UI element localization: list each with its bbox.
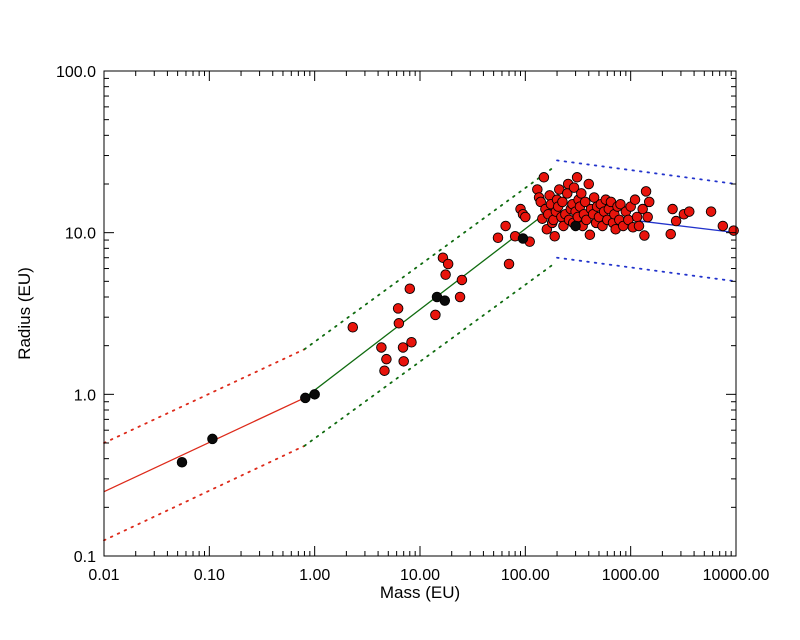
red-point bbox=[398, 356, 409, 367]
red-point bbox=[667, 203, 678, 215]
red-point bbox=[568, 182, 580, 193]
red-point bbox=[549, 231, 560, 242]
red-point bbox=[670, 215, 682, 227]
red-point bbox=[376, 342, 387, 353]
axes bbox=[103, 70, 737, 557]
x-tick-label: 10000.00 bbox=[703, 567, 770, 584]
x-tick-label: 10.00 bbox=[400, 567, 440, 584]
red-point bbox=[684, 206, 695, 217]
red-point bbox=[576, 188, 587, 199]
bound-line-green bbox=[303, 167, 554, 351]
red-point bbox=[584, 229, 596, 241]
red-point bbox=[665, 228, 676, 240]
red-point bbox=[404, 283, 416, 294]
red-point bbox=[615, 198, 626, 210]
bound-line-blue bbox=[556, 256, 737, 283]
bound-lines bbox=[103, 159, 737, 542]
red-point bbox=[642, 211, 653, 223]
black-point bbox=[517, 233, 529, 244]
fit-lines bbox=[103, 208, 737, 493]
red-point bbox=[393, 318, 405, 329]
red-point bbox=[347, 321, 359, 333]
bound-line-green bbox=[303, 264, 554, 447]
y-tick-label: 10.0 bbox=[65, 226, 96, 243]
red-point bbox=[492, 232, 504, 244]
red-point bbox=[639, 230, 650, 241]
bound-line-red bbox=[103, 348, 306, 444]
red-point bbox=[581, 214, 592, 226]
black-point bbox=[176, 457, 188, 468]
red-point bbox=[637, 203, 648, 215]
y-tick-label: 0.1 bbox=[74, 549, 96, 566]
black-point bbox=[570, 220, 581, 232]
x-tick-label: 1.00 bbox=[299, 567, 330, 584]
red-point bbox=[520, 211, 531, 223]
red-point bbox=[440, 269, 451, 280]
red-point bbox=[629, 194, 641, 205]
x-tick-label: 0.01 bbox=[88, 567, 119, 584]
black-point bbox=[439, 295, 451, 306]
fit-line-red bbox=[103, 397, 305, 493]
red-point bbox=[579, 196, 591, 208]
red-point bbox=[381, 353, 392, 365]
red-point bbox=[571, 172, 583, 183]
x-axis-label: Mass (EU) bbox=[380, 583, 460, 602]
x-tick-label: 0.10 bbox=[194, 567, 225, 584]
y-axis-label: Radius (EU) bbox=[15, 267, 34, 360]
ticks: 0.01 0.10 1.00 10.00 100.00 1000.00 10000.00 0.… bbox=[56, 64, 770, 584]
red-point bbox=[538, 172, 550, 183]
red-point bbox=[456, 274, 468, 286]
red-point bbox=[557, 196, 568, 208]
bound-line-blue bbox=[556, 159, 737, 185]
red-point bbox=[728, 225, 739, 236]
x-tick-label: 100.00 bbox=[501, 567, 550, 584]
red-point bbox=[643, 196, 655, 208]
red-point bbox=[454, 291, 466, 303]
red-point bbox=[503, 258, 515, 270]
red-point bbox=[583, 178, 595, 190]
red-point bbox=[442, 258, 454, 270]
plot-frame bbox=[103, 70, 737, 557]
red-point bbox=[640, 186, 652, 197]
black-point bbox=[300, 392, 311, 404]
y-tick-label: 1.0 bbox=[74, 387, 96, 404]
black-point bbox=[207, 433, 218, 445]
red-point bbox=[430, 309, 441, 321]
fit-line-green bbox=[304, 216, 542, 399]
black-point bbox=[309, 389, 320, 400]
red-point bbox=[717, 220, 729, 232]
red-point bbox=[500, 220, 511, 232]
red-point bbox=[633, 220, 645, 232]
red-point bbox=[406, 336, 417, 348]
red-point bbox=[397, 342, 409, 353]
red-point bbox=[392, 303, 404, 314]
data-points bbox=[176, 172, 739, 468]
y-tick-label: 100.0 bbox=[56, 64, 96, 81]
x-tick-label: 1000.00 bbox=[602, 567, 660, 584]
red-point bbox=[705, 206, 717, 217]
bound-line-red bbox=[103, 444, 306, 542]
red-point bbox=[379, 365, 390, 376]
